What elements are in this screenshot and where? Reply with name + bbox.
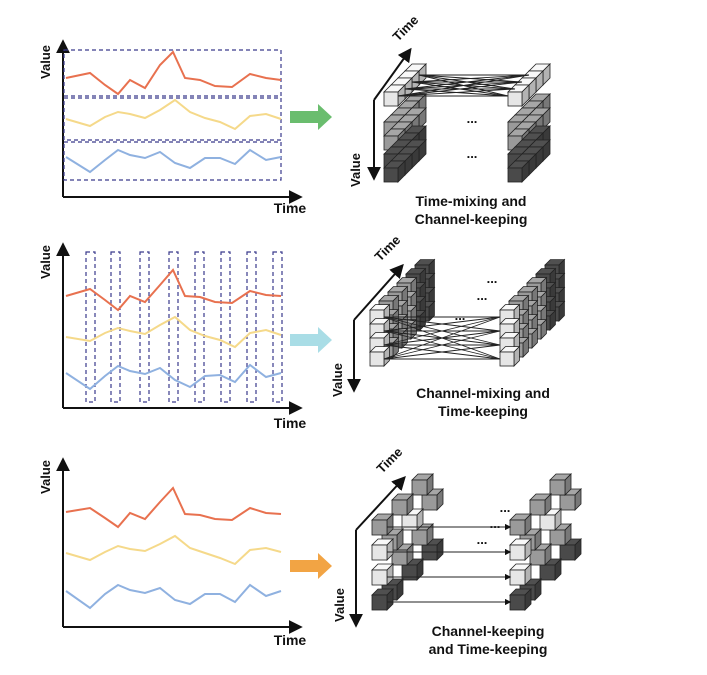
caption-line-1: Channel-mixing and — [416, 385, 550, 401]
mixing-link — [383, 330, 501, 360]
row-2: Value Time Time Value ... ... ... Channe… — [38, 232, 566, 431]
cube-cell — [391, 493, 414, 516]
cube-cell — [371, 563, 394, 586]
time-axis — [373, 47, 412, 101]
series-red — [65, 268, 282, 312]
time-column-box — [139, 251, 150, 403]
ellipsis-top: ... — [487, 271, 498, 286]
caption-line-2: Time-keeping — [438, 403, 528, 419]
cube-cell — [371, 588, 394, 611]
series-yellow — [65, 315, 282, 349]
series-red — [65, 486, 282, 529]
time-axis-label: Time — [390, 12, 422, 44]
arrow-green — [290, 104, 332, 130]
mixing-link — [404, 88, 509, 97]
arrow-orange — [290, 553, 332, 579]
row-2-chart: Value Time — [38, 242, 307, 431]
value-axis-label: Value — [332, 588, 347, 622]
cube-cell — [509, 513, 532, 536]
time-column-box — [246, 251, 257, 403]
series-blue — [65, 148, 282, 174]
row-1-chart: Value Time — [38, 39, 307, 216]
row-1-cube: Time Value ... ... — [348, 12, 551, 187]
channel-box-1 — [63, 49, 282, 97]
cube-cell — [509, 563, 532, 586]
mixing-link — [383, 316, 501, 346]
value-axis-label: Value — [330, 363, 345, 397]
cube-cell — [383, 160, 406, 183]
mixing-link — [418, 74, 516, 90]
cube-cell — [411, 473, 434, 496]
cube-cell — [509, 538, 532, 561]
time-column-box — [220, 251, 231, 403]
row-3: Value Time Time Value ... ... ... Channe… — [38, 444, 582, 657]
y-axis-label: Value — [38, 245, 53, 279]
ellipsis-low: ... — [477, 532, 488, 547]
series-red — [65, 50, 282, 96]
mixing-link — [418, 74, 523, 83]
row-3-cube: Time Value ... ... ... — [332, 444, 582, 628]
mixing-link — [383, 316, 501, 360]
row-3-arrow — [290, 553, 332, 579]
time-column-box — [168, 251, 179, 403]
cube-cell — [549, 473, 572, 496]
cube-cell — [559, 488, 582, 511]
cube-cell — [507, 84, 530, 107]
series-yellow — [65, 534, 282, 566]
series-blue — [65, 363, 282, 391]
time-axis-label: Time — [374, 444, 406, 476]
time-column-box — [85, 251, 96, 403]
time-columns — [85, 251, 283, 403]
cube-cell — [529, 493, 552, 516]
ellipsis-mid: ... — [477, 288, 488, 303]
time-column-box — [272, 251, 283, 403]
time-axis-label: Time — [372, 232, 404, 264]
caption-line-2: and Time-keeping — [429, 641, 548, 657]
time-column-box — [194, 251, 205, 403]
value-axis-label: Value — [348, 153, 363, 187]
row-2-arrow — [290, 327, 332, 353]
ellipsis-mid: ... — [467, 146, 478, 161]
row-1: Value Time Time Value ... ... Time-mixin… — [38, 12, 551, 227]
row-2-cube: Time Value ... ... ... — [330, 232, 566, 397]
series-blue — [65, 583, 282, 610]
ellipsis-top: ... — [467, 111, 478, 126]
ellipsis-cross: ... — [455, 308, 466, 323]
mixing-link — [383, 316, 501, 332]
cube-cell — [509, 588, 532, 611]
caption-line-2: Channel-keeping — [415, 211, 528, 227]
channel-box-2 — [63, 97, 282, 141]
time-axis — [355, 475, 406, 531]
y-axis-label: Value — [38, 460, 53, 494]
x-axis-label: Time — [274, 415, 307, 431]
channel-box-3 — [63, 141, 282, 181]
caption-line-1: Channel-keeping — [432, 623, 545, 639]
caption-line-1: Time-mixing and — [416, 193, 527, 209]
x-axis-label: Time — [274, 200, 307, 216]
arrow-lightblue — [290, 327, 332, 353]
mixing-link — [383, 344, 501, 360]
ellipsis-mid: ... — [490, 516, 501, 531]
cube-cell — [507, 160, 530, 183]
cube-cell — [369, 345, 391, 367]
x-axis-label: Time — [274, 632, 307, 648]
cube-cell — [499, 345, 521, 367]
row-3-chart: Value Time — [38, 457, 307, 648]
cube-cell — [371, 513, 394, 536]
cube-cell — [371, 538, 394, 561]
row-1-arrow — [290, 104, 332, 130]
mixing-link — [418, 74, 509, 97]
time-axis — [353, 263, 404, 321]
series-yellow — [65, 98, 282, 131]
ellipsis-top: ... — [500, 500, 511, 515]
y-axis-label: Value — [38, 45, 53, 79]
time-column-box — [110, 251, 121, 403]
mixing-link — [411, 81, 509, 97]
